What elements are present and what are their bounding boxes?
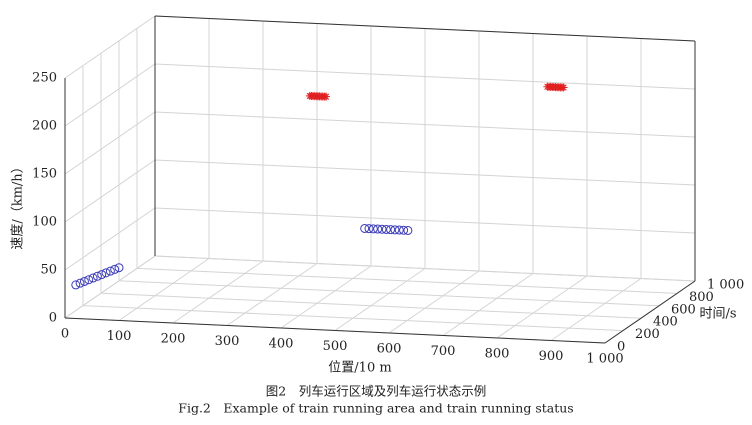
grid-line [388, 270, 480, 334]
x-tick-label: 300 [215, 334, 240, 349]
data-point [360, 223, 370, 233]
z-axis-label: 速度/（km/h） [10, 160, 26, 249]
x-tick-label: 100 [107, 329, 132, 344]
grid-line [64, 111, 156, 175]
z-tick-label: 50 [40, 263, 57, 278]
data-point [71, 280, 81, 290]
grid-line [154, 111, 696, 138]
y-tick-label: 600 [671, 302, 696, 317]
y-tick-label: 200 [635, 327, 660, 342]
data-point [88, 273, 98, 283]
x-tick-label: 800 [485, 347, 510, 362]
data-point [377, 224, 387, 234]
y-tick-label: 800 [689, 290, 714, 305]
grid-line [154, 207, 696, 234]
grid-line [154, 255, 696, 282]
grid-line [82, 305, 624, 332]
grid-line [100, 292, 642, 319]
data-point [75, 278, 85, 288]
data-point [364, 224, 374, 234]
grid-line [154, 63, 696, 90]
y-tick-label: 1 000 [707, 278, 744, 293]
grid-line [64, 63, 156, 127]
x-tick-label: 600 [377, 342, 402, 357]
x-tick-label: 500 [323, 339, 348, 354]
caption-cn: 图2 列车运行区域及列车运行状态示例 [266, 384, 486, 399]
grid-line [154, 159, 696, 186]
data-point [386, 225, 396, 235]
x-axis-label: 位置/10 m [328, 361, 391, 376]
grid-line [496, 275, 588, 339]
grid-line [64, 15, 156, 79]
x-tick-label: 200 [161, 332, 186, 347]
data-point [101, 268, 111, 278]
data-point [105, 266, 115, 276]
z-tick-label: 250 [32, 71, 57, 86]
data-point [322, 92, 330, 101]
data-point [110, 264, 120, 274]
grid-line [118, 280, 660, 307]
y-axis-label: 时间/s [699, 307, 736, 322]
x-tick-label: 1 000 [586, 352, 623, 367]
data-point [114, 263, 124, 273]
grid-line [550, 278, 642, 341]
grid-line [118, 258, 210, 321]
caption-en: Fig.2 Example of train running area and … [178, 401, 573, 416]
grid-line [172, 260, 264, 324]
y-tick-label: 400 [653, 315, 678, 330]
data-point [373, 224, 383, 234]
data-point [403, 225, 413, 235]
data-point [97, 270, 107, 280]
data-point [92, 271, 102, 281]
grid-line [64, 255, 156, 319]
data-point [79, 276, 89, 286]
data-point [399, 225, 409, 235]
grid-line [136, 267, 678, 294]
grid-line [334, 268, 426, 331]
grid-line [442, 273, 534, 336]
x-tick-label: 900 [539, 349, 564, 364]
grid-line [64, 159, 156, 223]
data-point [559, 83, 568, 92]
x-tick-label: 0 [61, 327, 69, 342]
x-axis-line [64, 317, 606, 344]
data-point [394, 225, 404, 235]
x-tick-label: 700 [431, 344, 456, 359]
z-tick-label: 150 [32, 167, 57, 182]
data-point [390, 225, 400, 235]
z-tick-label: 100 [32, 215, 57, 230]
data-point [381, 224, 391, 234]
data-point [84, 275, 94, 285]
z-tick-label: 0 [49, 311, 57, 326]
grid-line [280, 265, 372, 329]
y-tick-label: 0 [617, 340, 625, 355]
y-axis-line [604, 280, 696, 344]
box-edge [154, 15, 696, 42]
x-tick-label: 400 [269, 337, 294, 352]
data-point [368, 224, 378, 234]
z-tick-label: 200 [32, 119, 57, 134]
grid-line [64, 207, 156, 271]
grid-line [226, 263, 318, 326]
